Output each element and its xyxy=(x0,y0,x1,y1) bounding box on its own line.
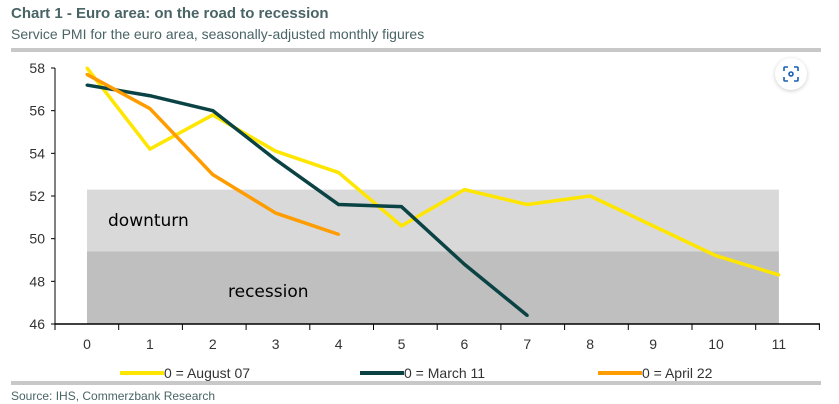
visual-search-button[interactable] xyxy=(775,58,807,90)
y-tick-label: 50 xyxy=(29,231,45,247)
data-point xyxy=(85,66,89,70)
data-point xyxy=(588,194,592,198)
x-tick-label: 2 xyxy=(209,336,217,352)
data-point xyxy=(274,211,278,215)
legend-label: 0 = August 07 xyxy=(164,365,250,381)
x-tick-label: 0 xyxy=(83,336,91,352)
band-label-downturn: downturn xyxy=(108,211,189,231)
y-tick-label: 48 xyxy=(29,273,45,289)
x-tick-label: 6 xyxy=(461,336,469,352)
data-point xyxy=(148,107,152,111)
legend-label: 0 = March 11 xyxy=(404,365,485,381)
band-label-recession: recession xyxy=(228,282,309,302)
data-point xyxy=(211,109,215,113)
data-point xyxy=(462,262,466,266)
x-tick-label: 5 xyxy=(398,336,406,352)
series-line-1 xyxy=(86,83,529,317)
data-point xyxy=(400,224,403,228)
data-point xyxy=(211,113,215,117)
y-tick-label: 54 xyxy=(29,145,45,161)
x-tick-label: 10 xyxy=(708,336,724,352)
legend-label: 0 = April 22 xyxy=(642,365,713,381)
data-point xyxy=(337,171,341,175)
y-tick-label: 58 xyxy=(29,60,45,76)
data-point xyxy=(211,173,215,177)
data-point xyxy=(337,232,341,236)
series-line-0 xyxy=(85,66,780,277)
data-point xyxy=(525,203,529,207)
x-tick-label: 1 xyxy=(146,336,154,352)
data-point xyxy=(274,149,278,153)
chart-title: Chart 1 - Euro area: on the road to rece… xyxy=(11,5,329,22)
data-point xyxy=(148,94,152,98)
y-tick-label: 46 xyxy=(29,316,45,332)
x-tick-label: 4 xyxy=(335,336,343,352)
data-point xyxy=(400,205,403,209)
scan-icon xyxy=(783,66,799,82)
x-tick-label: 7 xyxy=(523,336,531,352)
x-tick-label: 3 xyxy=(272,336,280,352)
top-divider xyxy=(11,48,821,52)
data-point xyxy=(274,158,278,162)
data-point xyxy=(148,147,152,151)
x-tick-label: 9 xyxy=(649,336,657,352)
data-point xyxy=(85,83,89,87)
data-point xyxy=(337,203,341,207)
data-point xyxy=(651,224,655,228)
data-point xyxy=(462,188,466,192)
data-point xyxy=(85,72,89,76)
y-tick-label: 56 xyxy=(29,103,45,119)
band-downturn xyxy=(87,189,779,252)
data-point xyxy=(714,254,718,258)
bottom-divider xyxy=(11,381,821,385)
data-point xyxy=(777,273,781,277)
x-tick-label: 11 xyxy=(772,336,787,352)
data-point xyxy=(525,313,529,317)
x-tick-label: 8 xyxy=(586,336,594,352)
y-tick-label: 52 xyxy=(29,188,45,204)
chart-subtitle: Service PMI for the euro area, seasonall… xyxy=(11,26,425,42)
band-recession xyxy=(87,251,779,324)
source-note: Source: IHS, Commerzbank Research xyxy=(11,389,216,403)
